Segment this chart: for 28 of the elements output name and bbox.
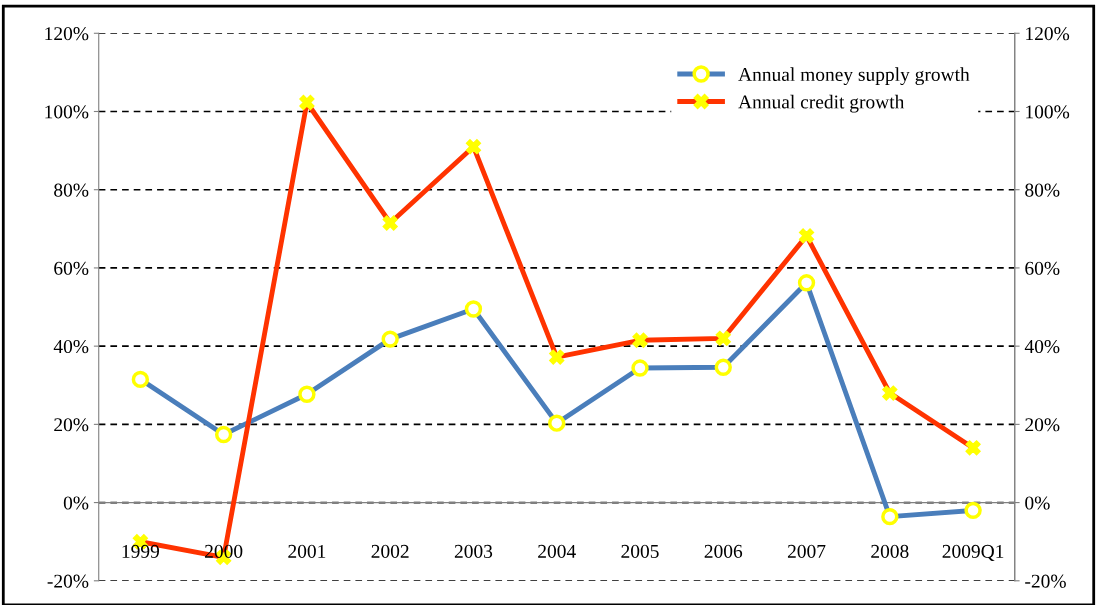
y2-tick-label: 120% [1026,27,1070,41]
x-tick-label: 1999 [122,544,160,558]
x-tick-label: 2007 [787,544,826,558]
x-tick-label: 2005 [621,544,659,558]
y-tick-label: 100% [45,105,89,119]
x-tick-label: 2006 [704,544,743,558]
y-tick-label: -20% [47,574,89,588]
y2-tick-label: 20% [1025,418,1060,432]
y-tick-label: 0% [63,496,89,510]
legend-label: Annual money supply growth [738,67,970,86]
y2-tick-label: 0% [1025,496,1050,510]
x-tick-label: 2004 [538,544,576,558]
y-tick-label: 40% [53,339,89,354]
y2-tick-label: 100% [1026,105,1070,119]
x-tick-label: 2009Q1 [942,544,1004,561]
x-tick-label: 2002 [371,544,409,558]
y-tick-label: 120% [45,27,89,41]
y2-tick-label: 40% [1024,339,1060,354]
y2-tick-label: 60% [1025,261,1060,275]
y-tick-label: 20% [54,418,89,432]
x-tick-label: 2003 [454,544,493,558]
y-tick-label: 80% [54,183,89,197]
y2-tick-label: 80% [1025,183,1060,197]
x-tick-label: 2001 [288,544,326,558]
y2-tick-label: -20% [1025,574,1066,588]
legend-label: Annual credit growth [738,94,905,113]
y-tick-label: 60% [54,261,89,275]
x-tick-label: 2008 [871,544,909,558]
